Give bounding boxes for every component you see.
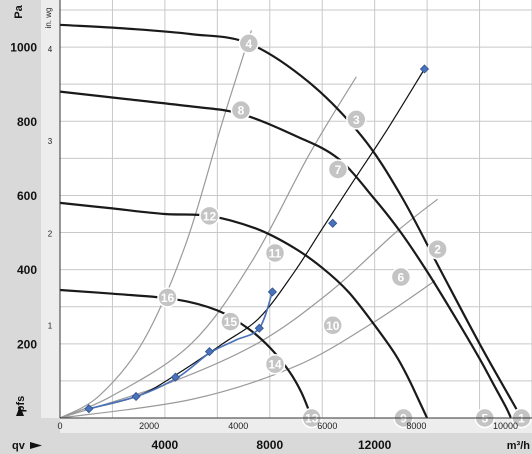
- fan-curve-c8: [59, 90, 512, 419]
- y-unit-label: Pa: [13, 4, 25, 18]
- x-inner-tick-label: 4000: [228, 421, 248, 431]
- operating-point-marker: [419, 64, 430, 74]
- fan-curve-c12: [59, 201, 429, 419]
- operating-point-marker: [84, 404, 94, 414]
- x-tick-label: 8000: [256, 438, 283, 452]
- operating-point-marker: [170, 372, 180, 382]
- curve-label-badge-14: [264, 353, 286, 375]
- curve-label-badge-2: [427, 238, 448, 260]
- y-inner-unit-label: in. wg: [44, 8, 53, 29]
- curve-label-10: 10: [326, 319, 340, 333]
- curve-label-badge-4: [238, 33, 260, 54]
- curve-label-14: 14: [268, 358, 282, 372]
- operating-curve: [84, 64, 430, 414]
- curve-label-2: 2: [434, 243, 441, 257]
- iso-curve-k3: [59, 76, 357, 419]
- x-var-arrow-icon: [30, 442, 42, 449]
- curve-label-badge-8: [230, 99, 252, 121]
- fan-curve-c16: [59, 288, 313, 419]
- inner-y-axis-band: [41, 0, 60, 418]
- curve-label-badge-6: [390, 266, 412, 288]
- operating-point-marker: [204, 347, 215, 357]
- curve-label-15: 15: [224, 315, 238, 329]
- x-inner-tick-label: 8000: [406, 421, 426, 431]
- curve-label-badge-11: [264, 242, 286, 264]
- x-inner-tick-label: 6000: [317, 421, 337, 431]
- curve-label-7: 7: [335, 163, 342, 177]
- grid: [59, 0, 532, 418]
- curve-label-16: 16: [161, 291, 175, 305]
- y-tick-label: 800: [17, 115, 37, 129]
- operating-point-marker: [131, 391, 141, 402]
- curve-label-badge-15: [220, 311, 241, 332]
- y-tick-label: 600: [17, 189, 37, 203]
- x-tick-label: 4000: [152, 438, 179, 452]
- y-tick-label: 200: [17, 337, 37, 351]
- operating-point-marker: [328, 218, 338, 228]
- x-var-label: qv: [12, 440, 26, 452]
- curve-label-badge-3: [346, 109, 367, 130]
- operating-point-marker: [267, 287, 277, 297]
- x-unit-label: m³/h: [507, 440, 531, 452]
- y-var-label: pfs: [15, 396, 27, 413]
- curve-label-3: 3: [353, 113, 360, 127]
- curve-label-8: 8: [238, 104, 245, 118]
- inner-x-axis-band: [60, 418, 532, 433]
- curve-label-badge-7: [327, 159, 349, 180]
- curve-label-4: 4: [245, 37, 252, 51]
- y-inner-tick-label: 2: [48, 229, 53, 238]
- y-tick-label: 1000: [10, 41, 37, 55]
- x-inner-tick-label: 2000: [139, 421, 159, 431]
- curve-label-badge-12: [199, 205, 220, 227]
- x-inner-tick-label: 10000: [493, 421, 518, 431]
- y-inner-tick-label: 4: [48, 45, 53, 54]
- curve-label-badge-16: [157, 287, 178, 308]
- iso-curve-k2: [59, 198, 438, 419]
- fan-curve-c4: [59, 23, 523, 419]
- fan-curves: [59, 23, 523, 419]
- curve-label-12: 12: [203, 209, 217, 223]
- y-tick-label: 400: [17, 263, 37, 277]
- x-tick-label: 12000: [358, 438, 392, 452]
- y-var-arrow-icon: [16, 406, 24, 416]
- operating-point-marker: [254, 323, 264, 333]
- curve-label-badge-10: [322, 315, 343, 336]
- curve-label-6: 6: [398, 271, 405, 285]
- curve-label-11: 11: [269, 246, 282, 260]
- x-inner-tick-label: 0: [57, 421, 62, 431]
- operating-line: [88, 68, 426, 410]
- y-inner-tick-label: 3: [48, 137, 53, 146]
- y-inner-tick-label: 1: [48, 322, 53, 331]
